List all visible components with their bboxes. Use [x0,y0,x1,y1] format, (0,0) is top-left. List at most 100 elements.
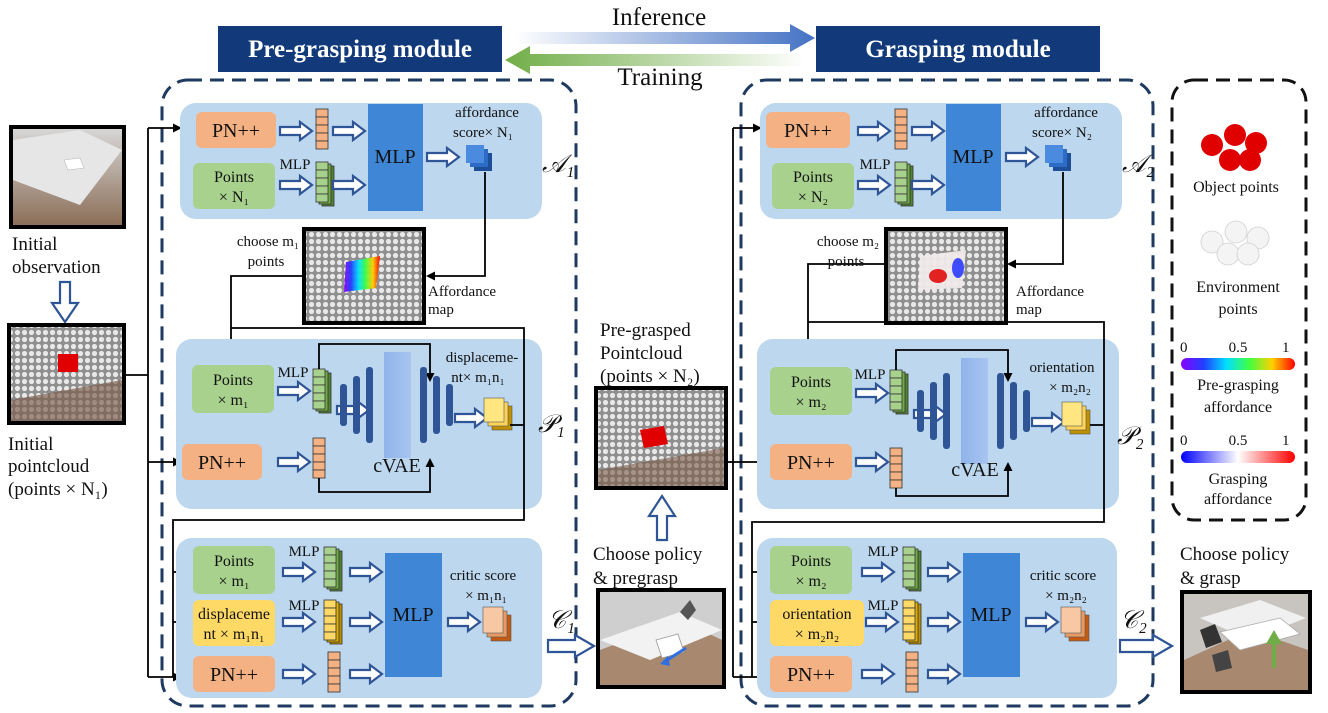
legend-pre-scale-0: 0 [1180,340,1188,356]
grasp-a-pn-label: PN++ [784,120,832,142]
pre-a-point-features [315,161,335,207]
grasp-affmap-label-2: map [1016,302,1042,318]
grasp-c-orientation-features [902,599,922,645]
pre-c-points-label-2: × m₁ [218,573,249,590]
pre-a-tag: 𝒜₁ [542,151,574,178]
middle-title-3: (points × N₂) [600,366,700,387]
legend-grasp-aff-label-2: affordance [1204,491,1272,508]
pre-c-displacement-features [323,599,343,645]
pre-p-points-label-1: Points [213,372,253,389]
grasping-module-banner [816,26,1100,72]
pre-c-points-box [193,546,275,594]
grasp-critic-score-cubes [1060,606,1090,642]
object-points-icon [1201,124,1267,171]
grasp-c-pn-box [770,656,852,692]
pre-to-pregrasp-arrow [546,633,597,659]
grasp-affordance-map-image [884,227,1008,325]
pregrasp-policy-image [596,588,726,689]
grasp-choose-label-1: choose m₂ [817,234,879,250]
legend-grasp-aff-label-1: Grasping [1209,471,1268,488]
legend-pre-scale-1: 1 [1282,340,1290,356]
grasp-c-pn-label: PN++ [787,664,835,686]
pre-grasping-colorbar [1181,358,1295,370]
pre-c-point-features [323,546,343,592]
grasp-p-pn-label: PN++ [787,452,835,474]
training-arrow [505,46,805,74]
grasp-c-feature-vector [905,651,919,693]
inference-label: Inference [612,4,706,31]
pre-c-pn-box [193,656,275,692]
grasp-affmap-lines [803,172,1064,364]
pre-c-displacement-box [193,600,275,646]
pre-p-pn-label: PN++ [198,452,246,474]
grasp-to-final-arrow [1118,633,1175,659]
pre-p-tag: 𝒫₁ [538,411,565,438]
pre-choose-label-1: choose m₁ [237,234,299,250]
initial-pointcloud-image [7,323,126,425]
initial-pointcloud-label-2: pointcloud [8,456,90,477]
pre-grasping-module-banner [218,26,502,72]
initial-observation-label-2: observation [12,257,101,278]
grasp-a-point-features [894,161,914,207]
pre-c-pn-label: PN++ [210,664,258,686]
legend-environment-label-1: Environment [1196,279,1280,296]
inference-arrow [515,24,815,52]
middle-choose-label-2: & pregrasp [593,568,678,589]
legend-grasp-scale-mid: 0.5 [1229,433,1248,449]
pre-c-out-label-2: × m₁n₁ [465,588,507,604]
grasp-cvae-label: cVAE [951,459,998,481]
grasp-c-mlp-small-label-1: MLP [868,544,899,560]
legend-environment-label-2: points [1218,301,1257,318]
grasp-p-points-label-2: × m₂ [795,394,826,411]
grasp-a-feature-vector [894,108,908,150]
grasp-a-points-box [772,163,854,209]
grasp-p-out-label-1: orientation [1030,360,1095,376]
pre-a-out-label-1: affordance [455,105,519,121]
grasp-a-mlp-label: MLP [952,146,993,168]
pre-c-mlp-block [385,553,442,677]
pre-c-tag: 𝒞₁ [548,607,575,634]
grasp-c-mlp-label: MLP [970,604,1011,626]
pre-c-disp-label-2: nt × m₁n₁ [203,626,264,643]
pre-p-out-label-2: nt× m₁n₁ [451,370,505,386]
pre-displacement-cubes [483,397,513,431]
pre-grasping-module-title: Pre-grasping module [248,36,472,63]
left-routing-lines [124,123,182,682]
grasp-a-points-label-2: × N₂ [798,189,828,206]
pre-c-mlp-small-label-1: MLP [289,544,320,560]
pre-a-mlp-block [368,104,423,211]
pre-p-skip-lines [318,343,435,493]
grasp-c-orientation-box [770,600,864,646]
grasp-c-points-label-2: × m₂ [795,573,826,590]
pre-p-feature-vector [312,437,326,479]
pre-affmap-lines [226,172,486,364]
pre-a-points-label-1: Points [214,169,254,186]
pre-p-point-features [312,368,332,414]
grasp-a-out-label-1: affordance [1034,105,1098,121]
legend-pre-aff-label-2: affordance [1204,399,1272,416]
grasp-c-orient-label-2: × m₂n₂ [795,626,840,643]
pre-a-feature-vector [315,108,329,150]
pre-p-pn-box [182,444,262,480]
grasp-policy-image [1180,590,1312,694]
pre-a-pn-label: PN++ [212,120,260,142]
pre-a-points-box [193,163,275,209]
grasping-module-title: Grasping module [865,36,1050,63]
pre-a-mlp-label: MLP [374,146,415,168]
pre-c-mlp-label: MLP [392,604,433,626]
initial-observation-image [9,125,126,229]
grasp-p-point-features [889,369,909,415]
grasp-p-mlp-small-label: MLP [855,367,886,383]
pre-affmap-label-2: map [428,302,454,318]
grasp-c-mlp-block [963,553,1020,677]
grasp-c-mlp-small-label-2: MLP [868,598,899,614]
initial-pointcloud-label-3: (points × N₁) [8,479,108,500]
pre-c-disp-label-1: displaceme [198,606,270,623]
pre-grasping-module-frame [160,78,578,708]
pre-a-mlp-small-label: MLP [280,157,311,173]
pre-affmap-label-1: Affordance [428,284,496,300]
legend-object-points-label: Object points [1193,179,1279,196]
pre-p-mlp-small-label: MLP [278,365,309,381]
grasp-p-tag: 𝒫₂ [1117,423,1144,450]
legend-pre-aff-label-1: Pre-grasping [1197,377,1279,394]
